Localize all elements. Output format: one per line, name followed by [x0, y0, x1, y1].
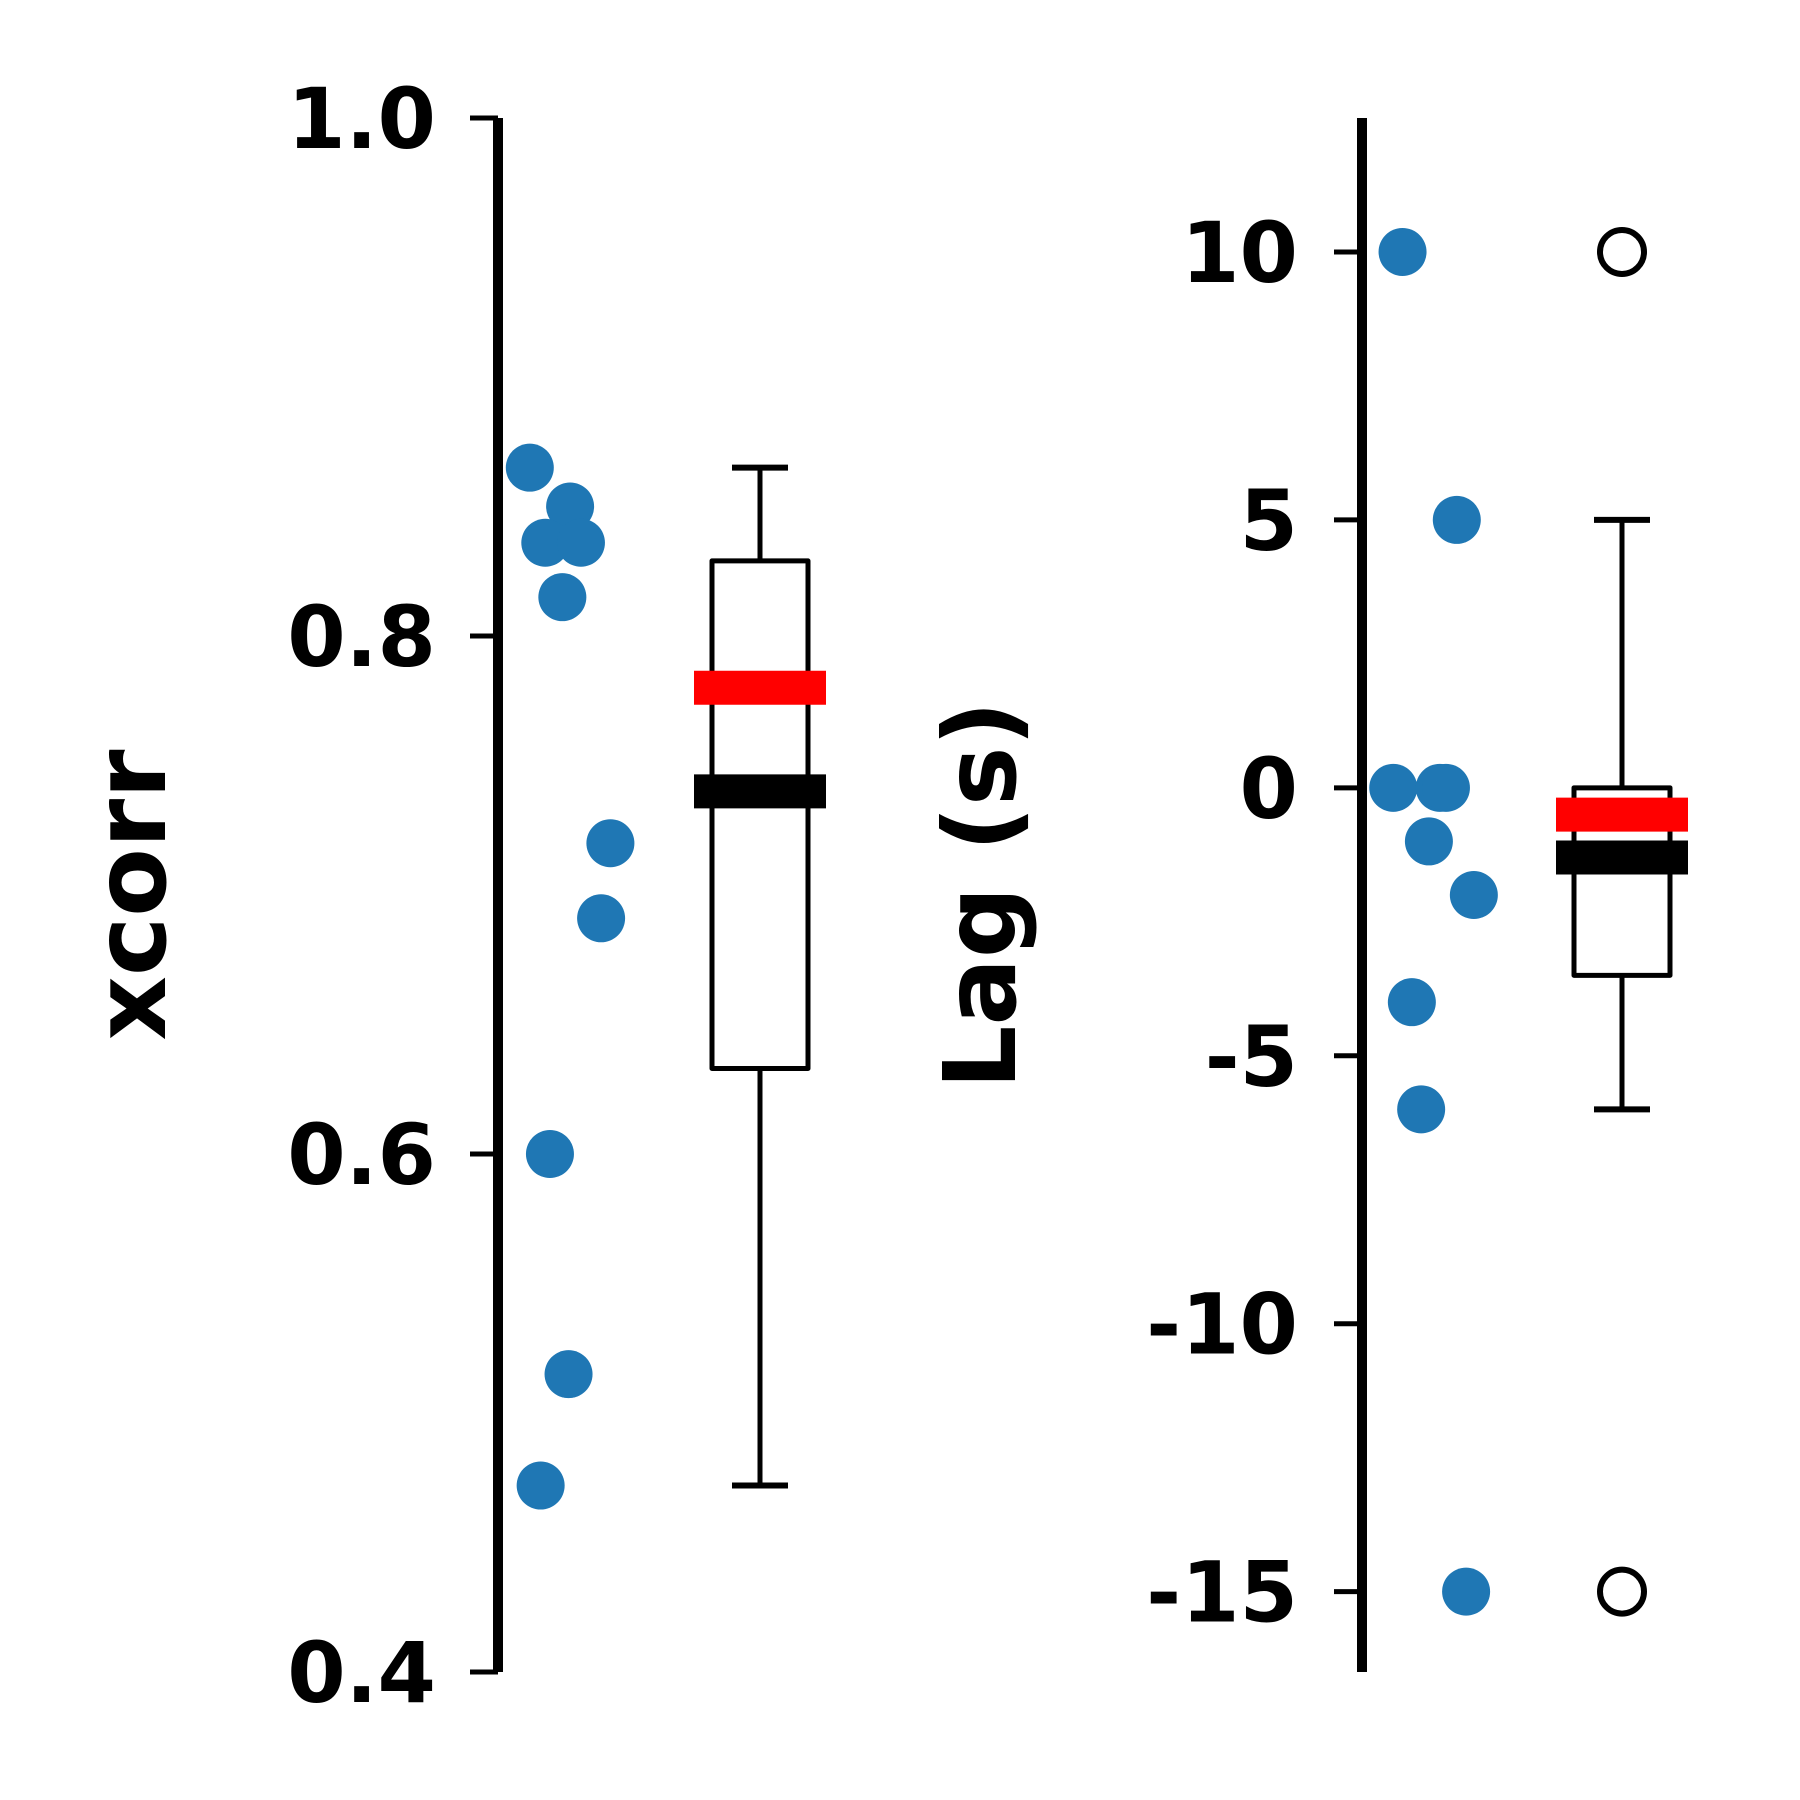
y-tick-label: -10	[1146, 1276, 1298, 1374]
data-point	[546, 482, 595, 531]
iqr-box	[709, 558, 811, 1072]
data-point	[505, 443, 554, 492]
data-point	[1442, 1567, 1491, 1616]
outlier-marker	[1597, 226, 1647, 277]
data-point	[556, 518, 605, 567]
y-axis-label: Lag (s)	[922, 701, 1039, 1090]
data-point	[544, 1350, 593, 1399]
data-point	[1404, 817, 1453, 866]
y-tick-label: 5	[1240, 472, 1298, 570]
data-point	[538, 573, 587, 622]
data-point	[577, 894, 626, 943]
data-point	[1421, 763, 1470, 812]
y-tick-label: 0.4	[287, 1624, 436, 1722]
data-point	[516, 1461, 565, 1510]
data-point	[1387, 978, 1436, 1027]
data-point	[1369, 763, 1418, 812]
outlier-marker	[1597, 1566, 1647, 1617]
y-tick-label: 1.0	[287, 70, 436, 168]
data-point	[1449, 871, 1498, 919]
y-tick-label: 10	[1181, 204, 1298, 302]
data-point	[1432, 495, 1481, 544]
y-tick-label: 0.8	[287, 588, 436, 686]
y-axis-label: xcorr	[72, 749, 189, 1041]
y-tick-label: -15	[1146, 1544, 1298, 1642]
xcorr-panel: 0.4 0.6 0.8 1.0 xcorr	[72, 70, 826, 1722]
iqr-box	[1571, 785, 1673, 978]
data-point	[1378, 227, 1427, 276]
data-point	[586, 819, 635, 868]
data-point	[525, 1130, 574, 1178]
data-point	[521, 518, 570, 567]
y-tick-label: 0.6	[287, 1106, 436, 1204]
lag-panel: -15 -10 -5 0 5 10 Lag (s)	[922, 118, 1688, 1672]
y-tick-label: -5	[1205, 1008, 1298, 1106]
y-tick-label: 0	[1240, 740, 1298, 838]
data-point	[1397, 1085, 1446, 1134]
